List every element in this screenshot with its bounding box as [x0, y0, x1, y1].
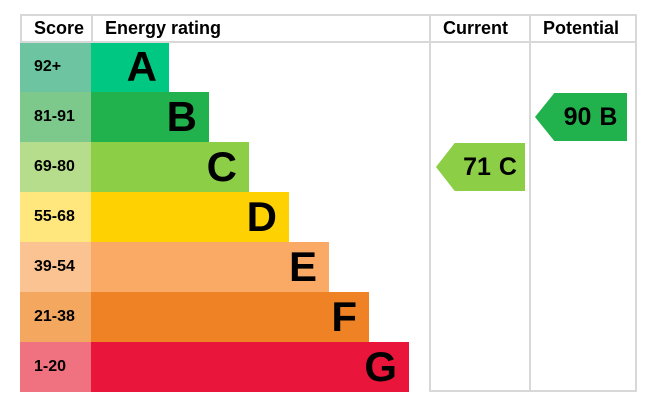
table-bottom-border — [429, 390, 637, 392]
band-rows: 92+ A 81-91 B 69-80 C 55-68 D 39-54 E 21… — [20, 42, 429, 392]
band-bar: C — [91, 142, 249, 192]
band-score-range: 69-80 — [20, 142, 91, 192]
band-row: 1-20 G — [20, 342, 429, 392]
current-column-separator — [429, 14, 431, 392]
potential-rating-value: 90 — [563, 102, 592, 131]
band-row: 81-91 B — [20, 92, 429, 142]
table-top-border — [20, 14, 637, 16]
band-row: 55-68 D — [20, 192, 429, 242]
band-bar: F — [91, 292, 369, 342]
epc-chart-table: Score Energy rating Current Potential 92… — [20, 14, 637, 392]
current-rating-letter: C — [498, 152, 517, 181]
band-letter: D — [246, 193, 277, 240]
band-letter: F — [331, 293, 357, 340]
band-bar: A — [91, 42, 169, 92]
band-row: 21-38 F — [20, 292, 429, 342]
band-bar: D — [91, 192, 289, 242]
potential-column-header: Potential — [543, 18, 620, 38]
band-bar: B — [91, 92, 209, 142]
band-score-range: 39-54 — [20, 242, 91, 292]
band-score-range: 92+ — [20, 42, 91, 92]
band-row: 92+ A — [20, 42, 429, 92]
band-letter: B — [166, 93, 197, 140]
band-score-range: 81-91 — [20, 92, 91, 142]
band-letter: C — [206, 143, 237, 190]
potential-rating-arrow: 90 B — [535, 93, 627, 141]
current-rating-arrow: 71 C — [436, 143, 525, 191]
potential-column-separator — [529, 14, 531, 392]
header-left-border — [20, 14, 22, 43]
table-right-border — [635, 14, 637, 392]
current-column-header: Current — [443, 18, 509, 38]
band-letter: A — [126, 43, 157, 90]
score-rating-separator — [91, 14, 93, 43]
current-rating-value: 71 — [463, 152, 491, 181]
energy-rating-column-header: Energy rating — [105, 18, 222, 38]
band-row: 39-54 E — [20, 242, 429, 292]
band-row: 69-80 C — [20, 142, 429, 192]
potential-rating-letter: B — [599, 102, 618, 131]
band-bar: G — [91, 342, 409, 392]
header-bottom-border — [20, 41, 637, 43]
band-score-range: 1-20 — [20, 342, 91, 392]
band-score-range: 55-68 — [20, 192, 91, 242]
band-letter: G — [364, 343, 397, 390]
band-letter: E — [288, 243, 317, 290]
band-bar: E — [91, 242, 329, 292]
band-score-range: 21-38 — [20, 292, 91, 342]
score-column-header: Score — [34, 18, 85, 38]
